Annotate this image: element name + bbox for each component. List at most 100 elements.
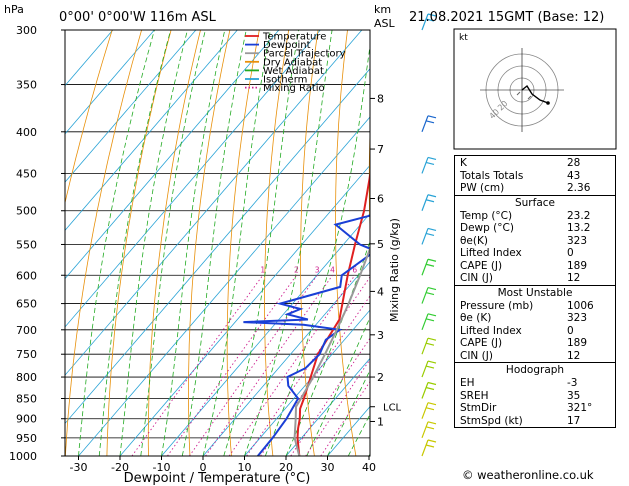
- surface-label: Lifted Index: [460, 247, 522, 259]
- surface-row: Temp (°C) 23.2: [455, 210, 615, 223]
- most-unstable-label: CAPE (J): [460, 337, 503, 349]
- surface-label: Temp (°C): [460, 209, 513, 222]
- wet-adiabat: [140, 30, 206, 456]
- surface-row: Lifted Index 0: [455, 247, 615, 260]
- dry-adiabat: [65, 30, 142, 456]
- index-label: PW (cm): [460, 182, 505, 194]
- legend-label: Mixing Ratio: [263, 83, 325, 94]
- wind-barb: [421, 381, 437, 399]
- hodograph-param-label: StmDir: [460, 402, 497, 414]
- mixing-ratio-line: [305, 358, 370, 456]
- isotherm-line: [65, 30, 321, 328]
- pressure-tick-label: 700: [16, 324, 37, 337]
- hodograph-storm-motion: [516, 91, 532, 100]
- hpa-unit: hPa: [4, 3, 24, 16]
- asl-unit: ASL: [374, 17, 396, 30]
- height-tick-label: 6: [377, 193, 384, 206]
- hodograph-param-row: StmSpd (kt) 17: [455, 415, 615, 428]
- surface-label: θe(K): [460, 234, 488, 247]
- wind-barb: [421, 421, 437, 439]
- isotherm-line: [65, 30, 155, 135]
- index-row: K 28: [455, 157, 615, 170]
- surface-value: 189: [567, 259, 588, 272]
- index-value: 28: [567, 157, 581, 169]
- wind-barb: [421, 13, 437, 31]
- pressure-tick-label: 850: [16, 392, 37, 405]
- wind-barb: [421, 313, 437, 331]
- plot-frame: [64, 29, 371, 457]
- mixing-ratio-line: [131, 275, 264, 456]
- hodograph-param-row: StmDir 321°: [455, 402, 615, 415]
- most-unstable-row: Pressure (mb) 1006: [455, 300, 615, 313]
- datetime-title: 21.08.2021 15GMT (Base: 12): [409, 10, 604, 25]
- most-unstable-label: θe (K): [460, 312, 492, 324]
- dry-adiabat: [106, 30, 172, 456]
- legend-label: Temperature: [262, 32, 326, 43]
- index-value: 2.36: [567, 182, 591, 194]
- isotherm-line: [65, 68, 370, 425]
- height-tick-label: 7: [377, 143, 384, 156]
- temp-tick-label: -30: [70, 461, 88, 474]
- hodograph-param-row: EH -3: [455, 377, 615, 390]
- wind-barb: [421, 258, 437, 276]
- lcl-label: LCL: [383, 403, 402, 414]
- most-unstable-value: 12: [567, 349, 581, 362]
- wind-barb: [421, 286, 437, 304]
- legend-label: Isotherm: [263, 75, 307, 86]
- hodograph-param-label: StmSpd (kt): [460, 414, 523, 427]
- pressure-tick-label: 550: [16, 238, 37, 251]
- mixing-ratio-line: [189, 275, 318, 456]
- surface-label: CIN (J): [460, 272, 493, 284]
- height-tick-label: 8: [377, 92, 384, 105]
- pressure-tick-label: 900: [16, 413, 37, 426]
- pressure-tick-label: 600: [16, 269, 37, 282]
- dry-adiabat: [264, 30, 290, 456]
- hodograph-unit: kt: [459, 33, 468, 43]
- most-unstable-label: Lifted Index: [460, 324, 522, 337]
- isotherm-line: [65, 30, 280, 280]
- wind-barb: [421, 360, 437, 378]
- series-parcel-trajectory: [293, 245, 370, 456]
- hodograph-params-title: Hodograph: [505, 364, 565, 376]
- isotherm-line: [244, 309, 370, 456]
- dry-adiabat: [188, 30, 231, 456]
- surface-value: 12: [567, 272, 581, 284]
- mixing-ratio-label: 25: [436, 265, 446, 274]
- dry-adiabat: [65, 30, 113, 205]
- most-unstable-label: CIN (J): [460, 349, 493, 362]
- index-label: Totals Totals: [460, 169, 524, 182]
- mixing-ratio-label: 6: [352, 265, 357, 274]
- most-unstable-value: 0: [567, 324, 574, 337]
- wet-adiabat: [202, 30, 271, 456]
- surface-value: 323: [567, 234, 588, 247]
- legend-label: Parcel Trajectory: [263, 49, 346, 60]
- dry-adiabat: [226, 30, 260, 456]
- hodograph-param-label: SREH: [460, 389, 489, 402]
- mixing-ratio-label: 4: [330, 265, 335, 274]
- mixing-ratio-line: [228, 275, 356, 456]
- isotherm-line: [119, 164, 370, 456]
- mixing-ratio-line: [320, 380, 370, 456]
- hodograph-param-value: -3: [567, 377, 578, 389]
- wind-barb: [421, 439, 437, 457]
- credit-text: © weatheronline.co.uk: [462, 468, 594, 482]
- hodograph-param-value: 17: [567, 414, 581, 427]
- mixing-ratio-axis-title: Mixing Ratio (g/kg): [388, 218, 401, 322]
- temp-tick-label: 10: [238, 461, 252, 474]
- most-unstable-section: Most Unstable Pressure (mb) 1006 θe (K) 323…: [455, 284, 615, 363]
- wet-adiabat: [223, 30, 300, 456]
- hodograph-param-value: 321°: [567, 402, 593, 414]
- index-row: PW (cm) 2.36: [455, 182, 615, 195]
- hodograph-endpoint: [546, 101, 550, 105]
- height-tick-label: 5: [377, 238, 384, 251]
- isotherm-line: [285, 357, 370, 456]
- series-dewpoint: [243, 214, 370, 456]
- dry-adiabat: [147, 30, 201, 456]
- mixing-ratio-label: 16: [408, 265, 418, 274]
- dry-adiabat: [402, 30, 439, 456]
- height-tick-label: 2: [377, 371, 384, 384]
- pressure-tick-label: 950: [16, 432, 37, 445]
- mixing-ratio-line: [167, 275, 297, 456]
- dry-adiabat: [335, 30, 357, 456]
